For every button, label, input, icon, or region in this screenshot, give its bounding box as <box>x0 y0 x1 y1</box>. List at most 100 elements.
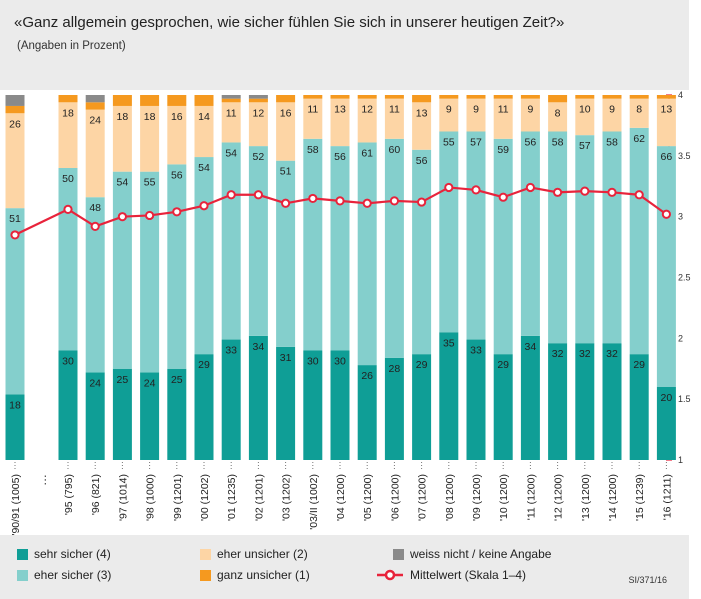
legend-swatch-sehr-sicher <box>17 549 28 560</box>
x-tick-label: '95 (795) <box>63 474 75 515</box>
bar-segment <box>5 208 25 395</box>
bar-value-label: 62 <box>633 133 645 145</box>
bar-segment <box>58 95 78 103</box>
x-tick-label: '06 (1200) <box>389 474 401 521</box>
bar-segment <box>493 95 513 99</box>
bar-segment <box>194 105 214 158</box>
mean-point <box>90 221 100 231</box>
bar-segment <box>384 357 404 460</box>
legend-mean-line-icon <box>377 569 403 581</box>
bar-value-label: 57 <box>579 140 591 152</box>
bar-value-label: 56 <box>334 151 346 163</box>
bar-segment <box>303 95 323 99</box>
bar-segment <box>357 365 377 460</box>
x-tick-label: '10 (1200) <box>498 474 510 521</box>
bar-segment <box>58 350 78 460</box>
legend-label-eher-unsicher: eher unsicher (2) <box>217 547 308 561</box>
bar-segment <box>5 105 25 114</box>
bar-value-label: 52 <box>253 151 265 163</box>
x-tick-label: '96 (821) <box>90 474 102 515</box>
bar-value-label: 11 <box>389 104 400 116</box>
mean-point <box>362 198 372 208</box>
bar-segment <box>5 394 25 460</box>
bar-segment <box>466 95 486 99</box>
bar-segment <box>276 95 296 103</box>
right-axis-tick-label: 2.5 <box>678 273 691 283</box>
bar-value-label: 11 <box>498 104 509 116</box>
mean-point <box>10 230 20 240</box>
bar-value-label: 18 <box>144 111 156 123</box>
bar-segment <box>357 98 377 143</box>
source-note: SI/371/16 <box>628 575 667 585</box>
right-axis-tick-label: 2 <box>678 333 683 343</box>
mean-point <box>634 190 644 200</box>
bar-value-label: 48 <box>89 202 101 214</box>
mean-point <box>580 186 590 196</box>
x-tick-label: '12 (1200) <box>553 474 565 521</box>
mean-point <box>607 187 617 197</box>
bar-value-label: 10 <box>579 104 591 116</box>
bar-value-label: 9 <box>473 104 479 116</box>
bar-segment <box>548 102 568 132</box>
bar-value-label: 58 <box>606 137 618 149</box>
bar-segment <box>330 95 350 99</box>
bar-segment <box>58 102 78 168</box>
bar-segment <box>493 138 513 355</box>
mean-point <box>308 193 318 204</box>
bar-segment <box>85 102 105 110</box>
bar-segment <box>412 95 432 103</box>
bar-segment <box>167 95 187 106</box>
bar-value-label: 61 <box>361 147 373 159</box>
bar-value-label: 11 <box>307 104 318 116</box>
bar-segment <box>112 368 132 460</box>
bar-segment <box>248 335 268 460</box>
x-tick-label: '01 (1235) <box>226 474 238 521</box>
bar-value-label: 16 <box>171 111 183 123</box>
bar-segment <box>85 95 105 103</box>
bar-segment <box>276 102 296 161</box>
bar-value-label: 58 <box>552 137 564 149</box>
bar-value-label: 11 <box>226 107 237 119</box>
mean-point <box>525 182 536 193</box>
bar-segment <box>140 372 160 460</box>
bar-segment <box>412 354 432 460</box>
x-tick-label: '08 (1200) <box>444 474 456 521</box>
bar-segment <box>357 142 377 366</box>
mean-point <box>145 210 155 221</box>
bar-value-label: 18 <box>62 107 74 119</box>
right-axis-tick-label: 4 <box>678 90 683 100</box>
bar-segment <box>548 131 568 344</box>
x-tick-label: '99 (1201) <box>172 474 184 521</box>
mean-point <box>553 187 563 197</box>
mean-point <box>253 190 263 200</box>
bar-value-label: 18 <box>9 399 21 411</box>
bar-value-label: 24 <box>89 377 101 389</box>
bar-value-label: 51 <box>9 213 21 225</box>
x-tick-label: '05 (1200) <box>362 474 374 521</box>
bar-segment <box>167 368 187 460</box>
bar-segment <box>575 135 595 344</box>
x-tick-label: '04 (1200) <box>335 474 347 521</box>
x-tick-label: '13 (1200) <box>580 474 592 521</box>
bar-segment <box>330 350 350 460</box>
bar-value-label: 57 <box>470 137 482 149</box>
bar-segment <box>221 339 241 460</box>
x-tick-label: '14 (1200) <box>607 474 619 521</box>
bar-segment <box>384 98 404 139</box>
bar-value-label: 8 <box>636 104 642 116</box>
mean-point <box>172 207 182 217</box>
bar-segment <box>5 95 25 106</box>
bar-value-label: 54 <box>198 162 210 174</box>
bar-segment <box>493 98 513 139</box>
bar-segment <box>520 98 540 132</box>
bar-segment <box>194 354 214 460</box>
mean-point <box>661 209 672 219</box>
right-axis-tick-label: 3 <box>678 212 683 222</box>
bar-value-label: 14 <box>198 111 210 123</box>
bar-value-label: 13 <box>661 104 673 116</box>
bar-value-label: 25 <box>117 374 129 386</box>
bar-segment <box>575 343 595 460</box>
bar-value-label: 29 <box>198 359 210 371</box>
bar-value-label: 24 <box>144 377 156 389</box>
bar-value-label: 26 <box>361 370 373 382</box>
